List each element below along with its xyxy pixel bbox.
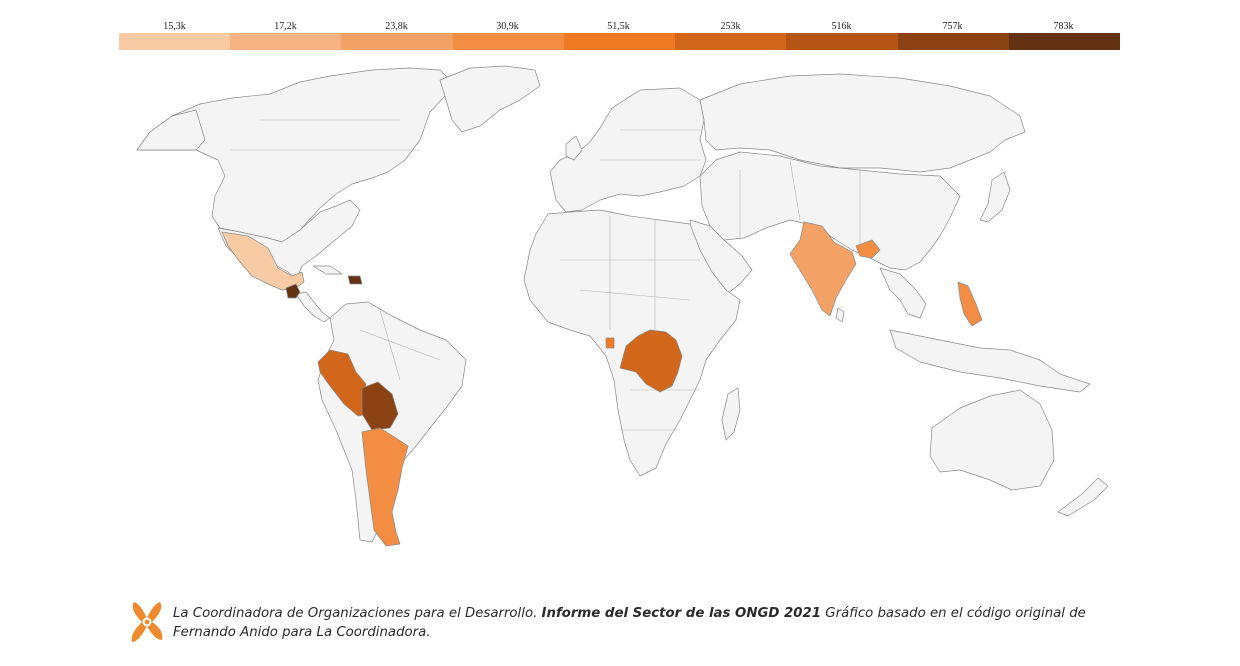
- legend-swatch-5: [563, 33, 676, 50]
- legend-swatch-7: [786, 33, 898, 50]
- legend-swatch-3: [341, 33, 453, 50]
- country-madagascar: [721, 387, 741, 441]
- legend-swatch-1: [119, 33, 231, 50]
- country-southeast-asia: [879, 267, 927, 319]
- legend-swatch-6: [675, 33, 787, 50]
- world-map: [136, 65, 1109, 547]
- legend-label-2: 17,2k: [274, 21, 297, 32]
- credit-bold: Informe del Sector de las ONGD 2021: [541, 606, 822, 621]
- country-australia: [929, 389, 1055, 491]
- country-japan: [979, 171, 1011, 223]
- credit-text: La Coordinadora de Organizaciones para e…: [173, 604, 1108, 642]
- country-europe: [549, 87, 707, 213]
- legend-swatch-2: [230, 33, 342, 50]
- country-philippines: [957, 281, 983, 327]
- legend-swatch-9: [1008, 33, 1120, 50]
- country-dr-congo: [619, 329, 683, 393]
- legend-color-bar: [119, 33, 1120, 50]
- legend-label-5: 51,5k: [607, 21, 630, 32]
- country-greenland: [439, 65, 541, 133]
- country-uk: [565, 135, 583, 161]
- country-indonesia: [889, 329, 1091, 393]
- country-sri-lanka: [835, 307, 845, 323]
- country-india: [789, 221, 857, 317]
- coordinadora-logo-icon: [131, 602, 163, 642]
- legend-label-8: 757k: [942, 21, 963, 32]
- country-gabon: [605, 337, 615, 349]
- legend-labels: 15,3k 17,2k 23,8k 30,9k 51,5k 253k 516k …: [119, 0, 1120, 33]
- country-central-america: [295, 291, 331, 323]
- country-alaska: [136, 109, 206, 151]
- credit-plain: La Coordinadora de Organizaciones para e…: [173, 606, 542, 621]
- legend-label-1: 15,3k: [163, 21, 186, 32]
- country-argentina: [361, 427, 409, 547]
- highlighted-countries: [221, 221, 983, 547]
- country-bolivia: [361, 381, 399, 431]
- legend-label-6: 253k: [720, 21, 741, 32]
- country-nepal: [855, 239, 881, 259]
- country-dominican-republic: [347, 275, 363, 285]
- border-lines: [230, 119, 861, 431]
- legend-swatch-8: [897, 33, 1009, 50]
- country-guatemala: [285, 283, 301, 299]
- credit-tail: Gráfico basado en el código original de …: [173, 606, 1086, 640]
- color-legend: 15,3k 17,2k 23,8k 30,9k 51,5k 253k 516k …: [119, 0, 1120, 52]
- country-mexico: [221, 231, 305, 291]
- country-cuba: [312, 265, 343, 275]
- legend-label-4: 30,9k: [496, 21, 519, 32]
- country-canada: [136, 67, 451, 243]
- legend-label-9: 783k: [1053, 21, 1074, 32]
- legend-swatch-4: [452, 33, 564, 50]
- legend-label-3: 23,8k: [385, 21, 408, 32]
- legend-label-7: 516k: [831, 21, 852, 32]
- country-new-zealand: [1057, 477, 1109, 517]
- country-russia: [699, 73, 1026, 173]
- country-asia: [699, 151, 961, 271]
- footer-credit: La Coordinadora de Organizaciones para e…: [128, 598, 1108, 648]
